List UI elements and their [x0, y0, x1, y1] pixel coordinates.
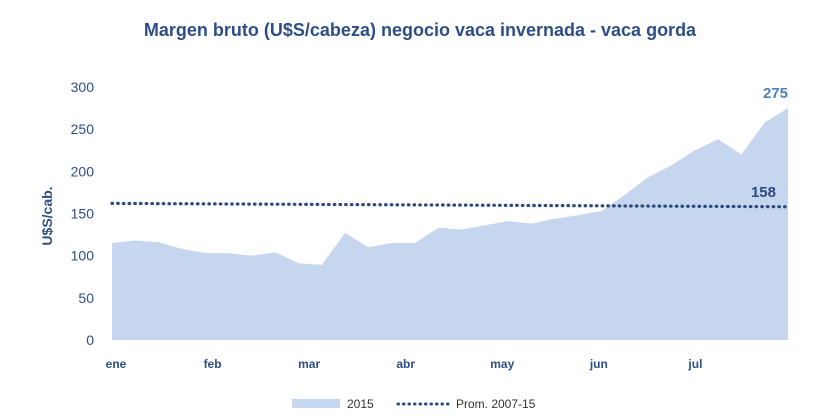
annotations: 275 158 — [751, 85, 788, 201]
x-tick-label: feb — [204, 357, 222, 371]
x-tick-label: ene — [106, 357, 127, 371]
x-tick-label: jun — [589, 357, 608, 371]
legend-label-2015: 2015 — [347, 397, 374, 411]
x-tick-label: mar — [298, 357, 320, 371]
y-tick-label: 50 — [78, 290, 94, 306]
legend-label-prom: Prom. 2007-15 — [456, 397, 536, 411]
y-axis-label: U$S/cab. — [39, 186, 55, 245]
y-tick-label: 100 — [71, 248, 95, 264]
x-tick-label: abr — [396, 357, 415, 371]
y-tick-label: 150 — [71, 206, 95, 222]
plot-area — [110, 108, 790, 340]
x-tick-label: may — [490, 357, 514, 371]
y-tick-label: 250 — [71, 121, 95, 137]
area-series-2015 — [112, 108, 788, 340]
average-value-label: 158 — [751, 184, 776, 201]
y-axis-ticks: 0 50 100 150 200 250 300 — [71, 79, 95, 348]
x-tick-label: jul — [687, 357, 702, 371]
y-tick-label: 300 — [71, 79, 95, 95]
y-tick-label: 0 — [86, 332, 94, 348]
y-tick-label: 200 — [71, 163, 95, 179]
average-line-2007-15 — [110, 201, 790, 209]
x-axis-ticks: ene feb mar abr may jun jul — [106, 357, 703, 371]
chart-title: Margen bruto (U$S/cabeza) negocio vaca i… — [144, 20, 697, 40]
last-value-label: 275 — [763, 85, 788, 102]
legend-swatch-2015 — [292, 399, 340, 408]
legend: 2015 Prom. 2007-15 — [292, 397, 536, 411]
